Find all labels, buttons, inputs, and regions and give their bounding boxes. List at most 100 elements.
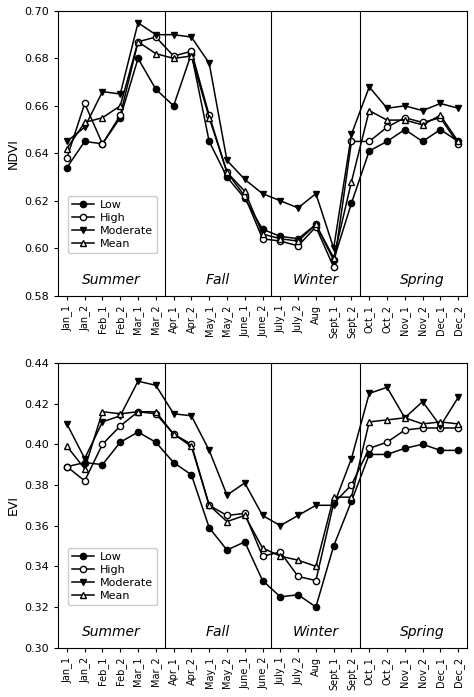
High bbox=[82, 477, 88, 485]
Mean bbox=[295, 556, 301, 565]
High bbox=[135, 408, 141, 416]
Mean bbox=[224, 168, 230, 176]
Low bbox=[100, 461, 105, 469]
Mean bbox=[313, 220, 319, 229]
Moderate bbox=[82, 123, 88, 132]
Moderate bbox=[242, 479, 247, 487]
Moderate bbox=[402, 413, 408, 422]
Mean bbox=[313, 562, 319, 570]
High bbox=[348, 481, 354, 489]
High bbox=[456, 139, 461, 148]
Mean bbox=[118, 102, 123, 110]
Low bbox=[189, 49, 194, 58]
Line: Low: Low bbox=[64, 429, 461, 610]
Mean bbox=[277, 235, 283, 243]
Moderate bbox=[64, 420, 70, 428]
Legend: Low, High, Moderate, Mean: Low, High, Moderate, Mean bbox=[68, 548, 157, 605]
High bbox=[118, 422, 123, 430]
Low bbox=[295, 590, 301, 599]
High bbox=[402, 426, 408, 434]
High bbox=[206, 501, 212, 510]
Low bbox=[277, 592, 283, 601]
Moderate bbox=[277, 521, 283, 530]
Mean bbox=[100, 114, 105, 122]
Mean bbox=[420, 420, 426, 428]
Mean bbox=[277, 552, 283, 560]
Text: Summer: Summer bbox=[82, 625, 141, 639]
Text: Winter: Winter bbox=[293, 625, 339, 639]
High bbox=[82, 99, 88, 107]
Legend: Low, High, Moderate, Mean: Low, High, Moderate, Mean bbox=[68, 196, 157, 253]
High bbox=[171, 430, 176, 438]
Moderate bbox=[295, 512, 301, 520]
High bbox=[277, 237, 283, 245]
Low bbox=[224, 173, 230, 181]
Moderate bbox=[242, 175, 247, 183]
Mean bbox=[153, 49, 159, 58]
Text: Winter: Winter bbox=[293, 273, 339, 287]
Mean bbox=[420, 121, 426, 129]
High bbox=[366, 444, 372, 452]
Line: Moderate: Moderate bbox=[64, 20, 462, 252]
Moderate bbox=[348, 130, 354, 139]
High bbox=[64, 463, 70, 471]
Low bbox=[206, 523, 212, 532]
High bbox=[420, 118, 426, 127]
Mean bbox=[135, 38, 141, 46]
High bbox=[438, 424, 443, 432]
Moderate bbox=[438, 99, 443, 107]
Moderate bbox=[313, 501, 319, 510]
Low bbox=[135, 428, 141, 436]
Moderate bbox=[171, 410, 176, 418]
Low bbox=[206, 137, 212, 146]
Mean bbox=[189, 52, 194, 60]
Moderate bbox=[331, 501, 337, 510]
Moderate bbox=[82, 454, 88, 463]
Mean bbox=[456, 420, 461, 428]
Moderate bbox=[189, 412, 194, 420]
Mean bbox=[82, 464, 88, 473]
Low bbox=[402, 125, 408, 134]
Mean bbox=[438, 418, 443, 426]
High bbox=[224, 168, 230, 176]
Text: Spring: Spring bbox=[400, 273, 445, 287]
Moderate bbox=[313, 190, 319, 198]
Moderate bbox=[456, 104, 461, 112]
High bbox=[260, 552, 265, 560]
Mean bbox=[242, 187, 247, 195]
Moderate bbox=[331, 244, 337, 252]
Mean bbox=[295, 237, 301, 245]
Moderate bbox=[366, 389, 372, 397]
High bbox=[420, 424, 426, 432]
Mean bbox=[366, 418, 372, 426]
Mean bbox=[260, 230, 265, 238]
High bbox=[384, 123, 390, 132]
Low bbox=[456, 137, 461, 146]
Mean bbox=[438, 111, 443, 119]
High bbox=[64, 154, 70, 162]
Moderate bbox=[260, 512, 265, 520]
Moderate bbox=[153, 381, 159, 390]
Moderate bbox=[384, 383, 390, 392]
High bbox=[313, 222, 319, 231]
Moderate bbox=[277, 197, 283, 205]
Mean bbox=[171, 430, 176, 438]
High bbox=[153, 33, 159, 41]
Text: Fall: Fall bbox=[206, 273, 230, 287]
Mean bbox=[64, 144, 70, 153]
Low bbox=[331, 542, 337, 550]
High bbox=[348, 137, 354, 146]
Mean bbox=[118, 410, 123, 418]
Low bbox=[260, 576, 265, 585]
High bbox=[402, 114, 408, 122]
Mean bbox=[153, 408, 159, 416]
Low bbox=[313, 220, 319, 229]
Moderate bbox=[118, 412, 123, 420]
Moderate bbox=[456, 393, 461, 401]
High bbox=[100, 440, 105, 448]
High bbox=[295, 572, 301, 581]
Moderate bbox=[135, 19, 141, 27]
Line: Mean: Mean bbox=[64, 38, 462, 261]
Moderate bbox=[224, 156, 230, 164]
Low bbox=[82, 459, 88, 467]
